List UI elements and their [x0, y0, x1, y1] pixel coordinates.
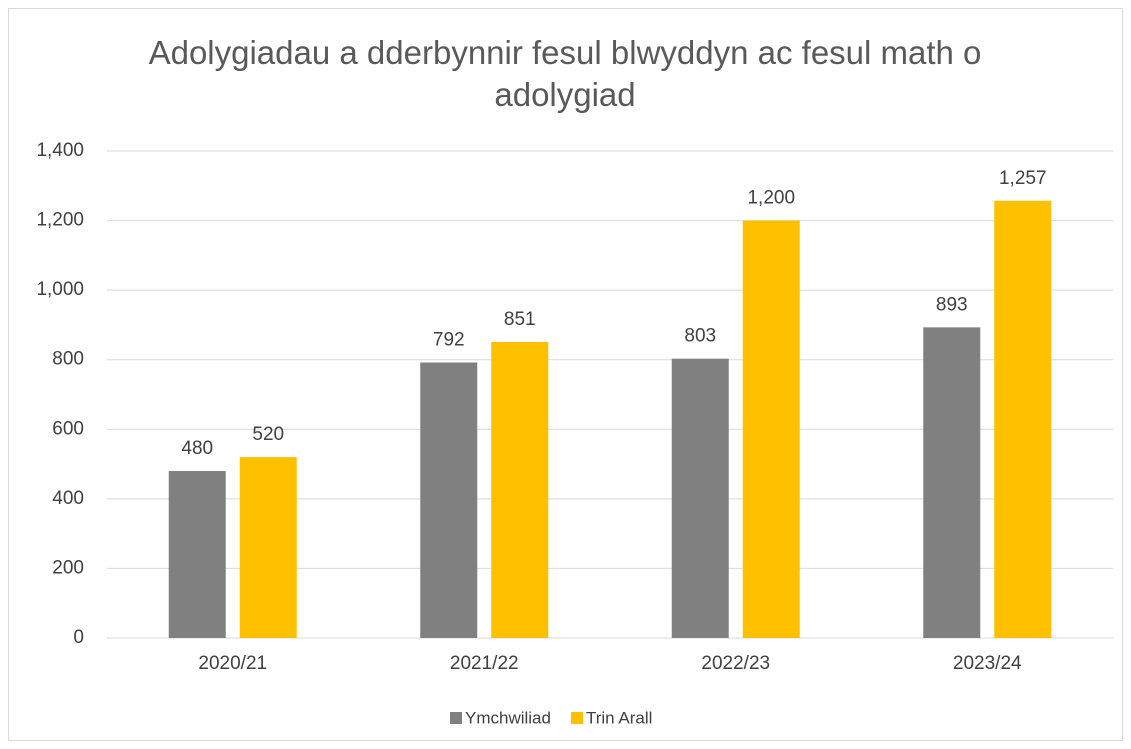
legend-swatch	[450, 712, 462, 724]
legend-label: Ymchwiliad	[465, 708, 551, 727]
data-label: 1,200	[747, 188, 795, 209]
bar	[923, 327, 981, 638]
data-label: 893	[936, 294, 968, 315]
y-tick-label: 600	[52, 418, 84, 439]
legend-swatch	[570, 712, 583, 724]
y-tick-label: 400	[52, 488, 84, 509]
data-label: 480	[181, 438, 213, 459]
y-tick-label: 800	[52, 349, 84, 370]
bar	[420, 362, 478, 638]
y-tick-label: 1,000	[36, 279, 84, 300]
y-tick-label: 200	[52, 557, 84, 578]
bar	[994, 200, 1052, 638]
legend-label: Trin Arall	[586, 708, 652, 727]
data-label: 803	[684, 326, 716, 347]
bar	[168, 471, 226, 638]
x-tick-label: 2020/21	[198, 653, 267, 674]
y-tick-label: 1,400	[36, 140, 84, 161]
data-label: 520	[252, 424, 284, 445]
bar	[239, 457, 297, 638]
data-label: 851	[504, 309, 536, 330]
chart-title: Adolygiadau a dderbynnir fesul blwyddyn …	[148, 34, 982, 113]
x-tick-label: 2022/23	[701, 653, 770, 674]
bar	[671, 358, 729, 638]
data-label: 1,257	[999, 168, 1047, 189]
bar	[491, 341, 549, 638]
y-tick-label: 0	[73, 627, 84, 648]
x-tick-label: 2023/24	[953, 653, 1022, 674]
x-tick-label: 2021/22	[450, 653, 519, 674]
data-label: 792	[433, 330, 465, 351]
bar	[742, 220, 800, 639]
y-tick-label: 1,200	[36, 210, 84, 231]
